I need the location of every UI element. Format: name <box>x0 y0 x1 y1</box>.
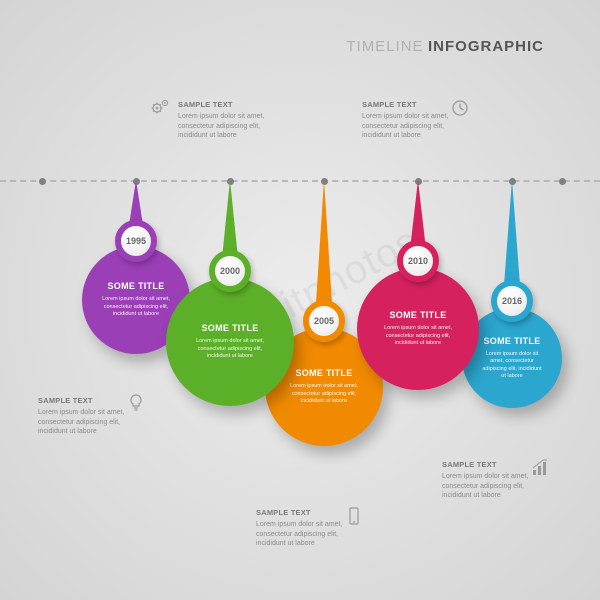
bubble-body: Lorem ipsum dolor sit amet, consectetur … <box>187 338 273 360</box>
annotation-title: SAMPLE TEXT <box>256 508 351 518</box>
annotation-body: Lorem ipsum dolor sit amet, consectetur … <box>362 112 457 140</box>
year-badge: 2005 <box>303 300 345 342</box>
annotation-title: SAMPLE TEXT <box>178 100 273 110</box>
year-badge: 2000 <box>209 250 251 292</box>
annotation: SAMPLE TEXT Lorem ipsum dolor sit amet, c… <box>38 396 133 436</box>
bubble-title: SOME TITLE <box>296 368 353 378</box>
bulb-icon <box>126 392 146 412</box>
annotation-body: Lorem ipsum dolor sit amet, consectetur … <box>256 520 351 548</box>
bubble-body: Lorem ipsum dolor sit amet, consectetur … <box>377 325 459 347</box>
title-bold: INFOGRAPHIC <box>428 38 544 55</box>
title-light: TIMELINE <box>346 38 423 55</box>
gears-icon <box>150 98 170 118</box>
page-title: TIMELINE INFOGRAPHIC <box>346 38 544 56</box>
bubble-title: SOME TITLE <box>202 323 259 333</box>
bubble-title: SOME TITLE <box>484 336 541 346</box>
annotation-body: Lorem ipsum dolor sit amet, consectetur … <box>442 472 537 500</box>
annotation: SAMPLE TEXT Lorem ipsum dolor sit amet, c… <box>442 460 537 500</box>
bubble-body: Lorem ipsum dolor sit amet, consectetur … <box>101 296 171 318</box>
bubble-title: SOME TITLE <box>108 281 165 291</box>
axis-dot <box>559 178 566 185</box>
bubble-body: Lorem ipsum dolor sit amet, consectetur … <box>480 351 544 381</box>
bubble-body: Lorem ipsum dolor sit amet, consectetur … <box>285 383 363 405</box>
axis-dot <box>39 178 46 185</box>
phone-icon <box>344 506 364 526</box>
year-badge: 2010 <box>397 240 439 282</box>
annotation: SAMPLE TEXT Lorem ipsum dolor sit amet, c… <box>256 508 351 548</box>
clock-icon <box>450 98 470 118</box>
bubble-title: SOME TITLE <box>390 310 447 320</box>
drop-bubble: SOME TITLE Lorem ipsum dolor sit amet, co… <box>357 268 479 390</box>
annotation-body: Lorem ipsum dolor sit amet, consectetur … <box>178 112 273 140</box>
annotation: SAMPLE TEXT Lorem ipsum dolor sit amet, c… <box>362 100 457 140</box>
annotation-title: SAMPLE TEXT <box>38 396 133 406</box>
annotation: SAMPLE TEXT Lorem ipsum dolor sit amet, c… <box>178 100 273 140</box>
drop-spike <box>315 180 333 318</box>
annotation-body: Lorem ipsum dolor sit amet, consectetur … <box>38 408 133 436</box>
year-badge: 1995 <box>115 220 157 262</box>
year-badge: 2016 <box>491 280 533 322</box>
bars-icon <box>530 458 550 478</box>
drop-bubble: SOME TITLE Lorem ipsum dolor sit amet, co… <box>166 278 294 406</box>
annotation-title: SAMPLE TEXT <box>362 100 457 110</box>
annotation-title: SAMPLE TEXT <box>442 460 537 470</box>
